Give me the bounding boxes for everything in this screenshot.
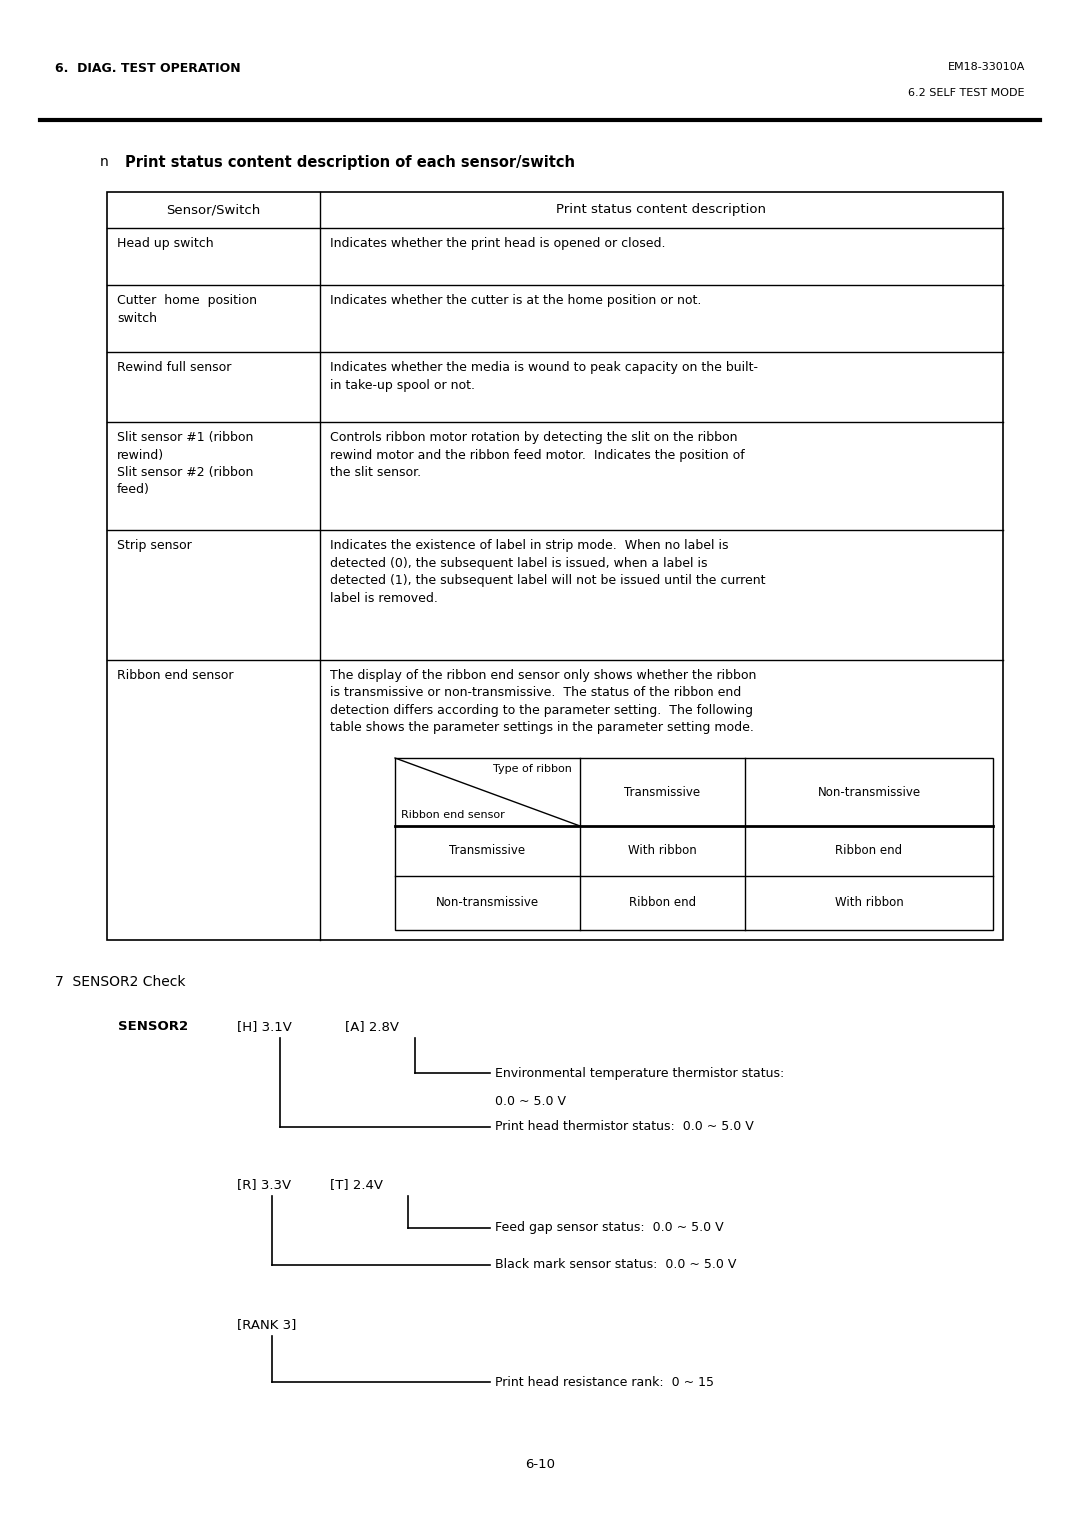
Text: 7  SENSOR2 Check: 7 SENSOR2 Check <box>55 974 186 990</box>
Text: Strip sensor: Strip sensor <box>117 538 192 552</box>
Text: EM18-33010A: EM18-33010A <box>947 63 1025 72</box>
Text: Sensor/Switch: Sensor/Switch <box>166 203 260 217</box>
Text: Slit sensor #1 (ribbon
rewind)
Slit sensor #2 (ribbon
feed): Slit sensor #1 (ribbon rewind) Slit sens… <box>117 432 254 497</box>
Text: 6.2 SELF TEST MODE: 6.2 SELF TEST MODE <box>908 88 1025 98</box>
Text: Ribbon end: Ribbon end <box>836 845 903 857</box>
Text: Print head resistance rank:  0 ~ 15: Print head resistance rank: 0 ~ 15 <box>495 1376 714 1388</box>
Text: Environmental temperature thermistor status:: Environmental temperature thermistor sta… <box>495 1066 784 1080</box>
Text: Indicates whether the cutter is at the home position or not.: Indicates whether the cutter is at the h… <box>330 294 701 307</box>
Text: Feed gap sensor status:  0.0 ~ 5.0 V: Feed gap sensor status: 0.0 ~ 5.0 V <box>495 1222 724 1235</box>
Text: Print head thermistor status:  0.0 ~ 5.0 V: Print head thermistor status: 0.0 ~ 5.0 … <box>495 1121 754 1133</box>
Bar <box>107 192 1003 939</box>
Text: [R] 3.3V: [R] 3.3V <box>237 1177 292 1191</box>
Text: [RANK 3]: [RANK 3] <box>237 1318 296 1331</box>
Text: Controls ribbon motor rotation by detecting the slit on the ribbon
rewind motor : Controls ribbon motor rotation by detect… <box>330 432 745 479</box>
Text: SENSOR2: SENSOR2 <box>118 1020 188 1032</box>
Text: Non-transmissive: Non-transmissive <box>818 785 920 799</box>
Text: 0.0 ~ 5.0 V: 0.0 ~ 5.0 V <box>495 1095 566 1109</box>
Text: Ribbon end: Ribbon end <box>629 897 697 909</box>
Text: Type of ribbon: Type of ribbon <box>494 764 572 775</box>
Text: The display of the ribbon end sensor only shows whether the ribbon
is transmissi: The display of the ribbon end sensor onl… <box>330 669 756 735</box>
Text: 6.  DIAG. TEST OPERATION: 6. DIAG. TEST OPERATION <box>55 63 241 75</box>
Text: Cutter  home  position
switch: Cutter home position switch <box>117 294 257 325</box>
Text: n: n <box>100 156 109 169</box>
Text: Non-transmissive: Non-transmissive <box>436 897 539 909</box>
Text: [H] 3.1V: [H] 3.1V <box>237 1020 292 1032</box>
Text: Rewind full sensor: Rewind full sensor <box>117 361 231 374</box>
Text: 6-10: 6-10 <box>525 1458 555 1472</box>
Text: Ribbon end sensor: Ribbon end sensor <box>401 810 504 820</box>
Text: Indicates whether the print head is opened or closed.: Indicates whether the print head is open… <box>330 236 665 250</box>
Text: Indicates whether the media is wound to peak capacity on the built-
in take-up s: Indicates whether the media is wound to … <box>330 361 758 392</box>
Text: [A] 2.8V: [A] 2.8V <box>345 1020 399 1032</box>
Text: With ribbon: With ribbon <box>835 897 903 909</box>
Text: Print status content description: Print status content description <box>556 203 767 217</box>
Text: Head up switch: Head up switch <box>117 236 214 250</box>
Text: Transmissive: Transmissive <box>449 845 526 857</box>
Text: Ribbon end sensor: Ribbon end sensor <box>117 669 233 682</box>
Bar <box>395 758 993 930</box>
Text: Print status content description of each sensor/switch: Print status content description of each… <box>125 156 575 169</box>
Text: Black mark sensor status:  0.0 ~ 5.0 V: Black mark sensor status: 0.0 ~ 5.0 V <box>495 1258 737 1272</box>
Text: Indicates the existence of label in strip mode.  When no label is
detected (0), : Indicates the existence of label in stri… <box>330 538 766 604</box>
Text: Transmissive: Transmissive <box>624 785 701 799</box>
Text: With ribbon: With ribbon <box>629 845 697 857</box>
Text: [T] 2.4V: [T] 2.4V <box>330 1177 383 1191</box>
